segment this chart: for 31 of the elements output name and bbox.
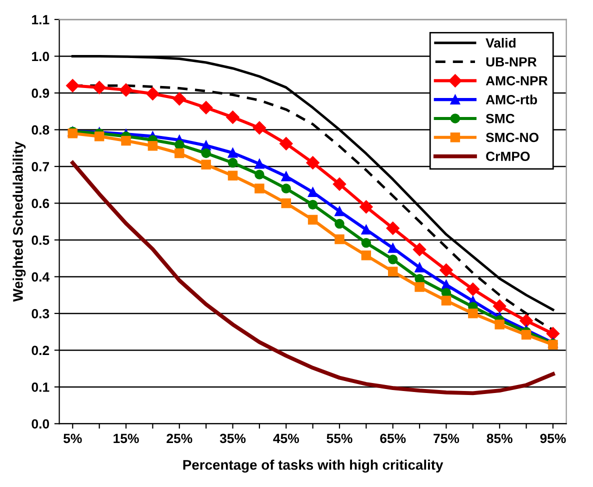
y-tick-label: 0.1: [32, 382, 50, 392]
y-tick-label: 0.6: [32, 198, 50, 208]
x-tick-label: 55%: [326, 434, 352, 444]
x-tick-label: 65%: [380, 434, 406, 444]
legend-label: Valid: [486, 38, 516, 48]
y-tick-label: 0.7: [32, 162, 49, 172]
legend-label: UB-NPR: [486, 57, 537, 67]
x-tick-label: 15%: [114, 434, 139, 444]
legend-label: AMC-rtb: [486, 94, 538, 104]
y-tick-label: 0.3: [32, 309, 50, 318]
legend-label: AMC-NPR: [486, 76, 548, 86]
x-tick-label: 5%: [64, 434, 82, 444]
y-tick-label: 1.0: [32, 52, 50, 62]
y-tick-label: 0.4: [32, 272, 50, 282]
y-tick-label: 1.1: [32, 15, 50, 24]
y-tick-label: 0.5: [32, 236, 50, 245]
y-tick-label: 0.2: [32, 346, 50, 356]
y-axis-title: Weighted Schedulability: [12, 142, 26, 302]
legend-label: CrMPO: [486, 152, 530, 162]
x-tick-label: 25%: [166, 434, 192, 444]
y-tick-label: 0.9: [32, 88, 50, 98]
legend-label: SMC: [486, 114, 514, 124]
x-tick-label: 45%: [273, 434, 299, 444]
y-tick-label: 0.0: [32, 419, 50, 429]
x-tick-label: 35%: [220, 434, 246, 444]
x-tick-label: 95%: [540, 434, 566, 444]
y-tick-label: 0.8: [32, 125, 50, 135]
x-axis-title: Percentage of tasks with high criticality: [183, 460, 444, 473]
legend-label: SMC-NO: [486, 132, 538, 142]
x-tick-label: 85%: [486, 434, 512, 444]
x-tick-label: 75%: [434, 434, 460, 444]
